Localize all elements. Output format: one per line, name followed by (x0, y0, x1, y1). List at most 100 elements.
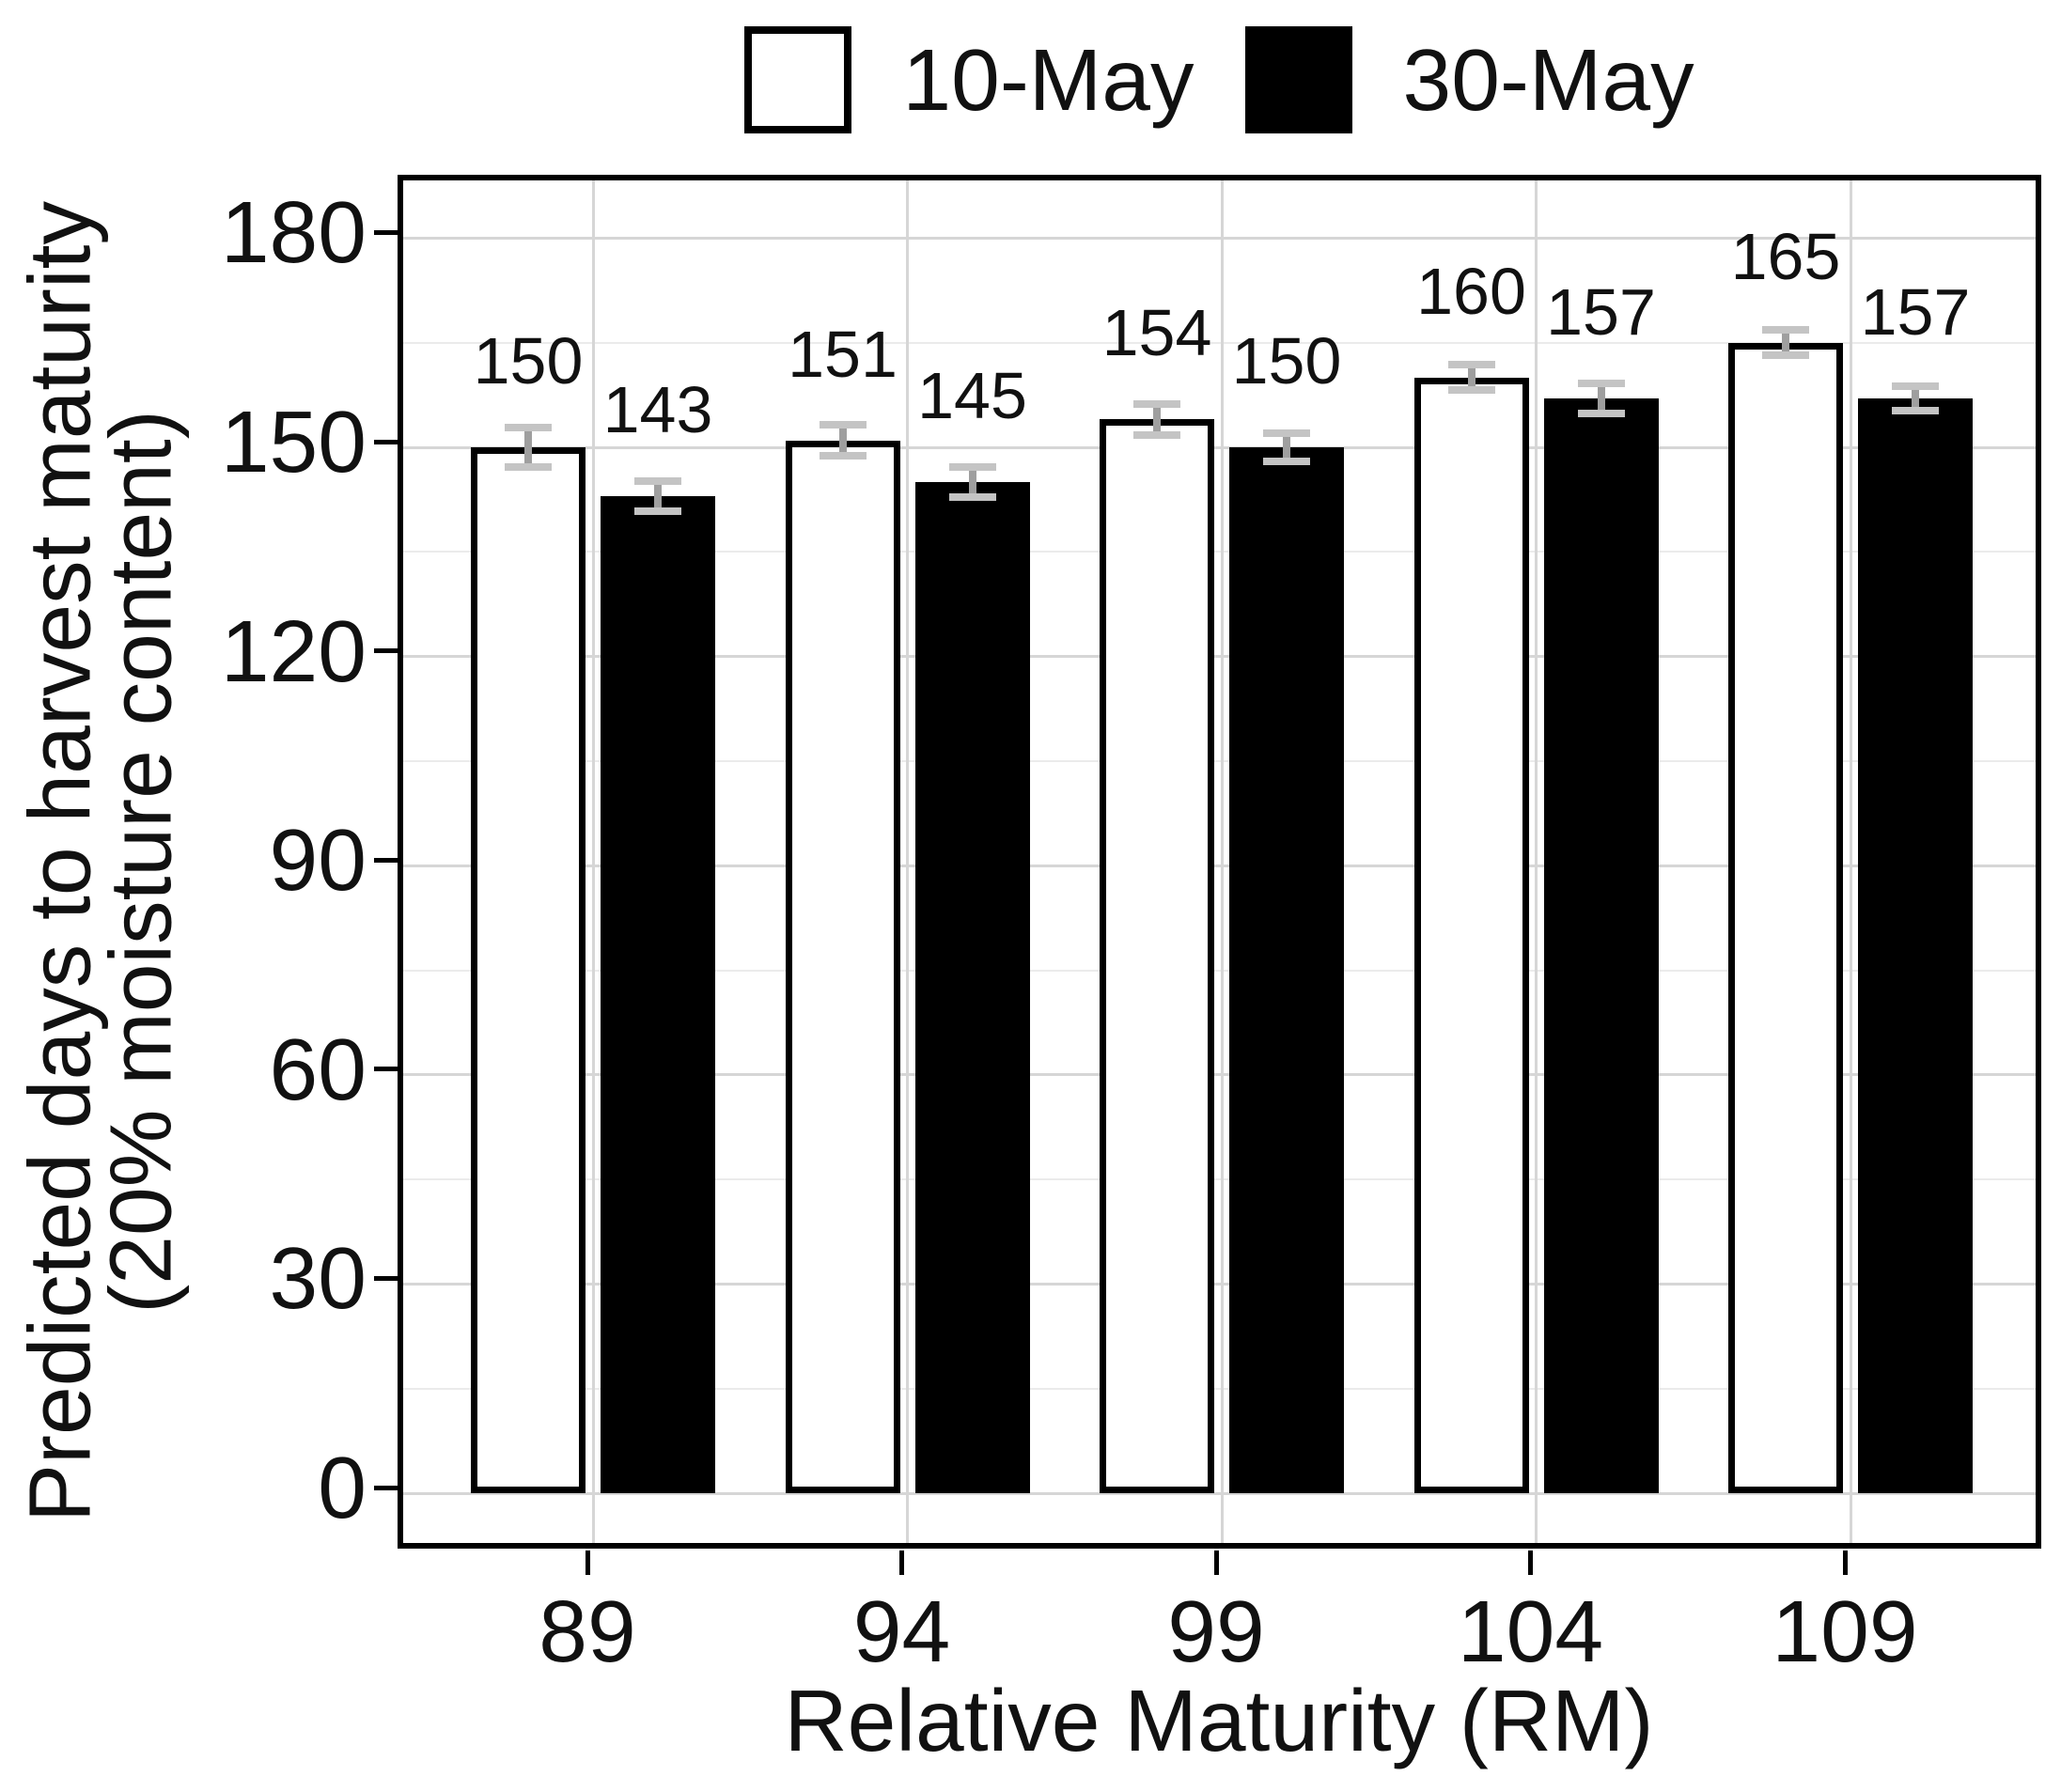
x-tick-label: 89 (539, 1582, 636, 1680)
error-bar-cap (1577, 379, 1625, 387)
legend-item: 10-May (744, 26, 1194, 133)
legend-label: 30-May (1402, 30, 1694, 129)
gridline-major-horizontal (403, 445, 2036, 449)
gridline-minor-horizontal (403, 969, 2036, 972)
x-tick-label: 109 (1772, 1582, 1918, 1680)
error-bar-cap (634, 476, 681, 485)
error-bar-cap (505, 462, 552, 471)
error-bar-cap (505, 424, 552, 432)
y-tick-mark (374, 1485, 398, 1490)
gridline-minor-horizontal (403, 551, 2036, 553)
x-tick-mark (899, 1550, 904, 1575)
y-tick-mark (374, 857, 398, 863)
bar-value-label: 151 (788, 317, 898, 391)
error-bar-cap (1133, 430, 1180, 439)
gridline-minor-horizontal (403, 1178, 2036, 1181)
error-bar-cap (1133, 399, 1180, 408)
gridline-major-vertical (591, 180, 595, 1543)
bar-value-label: 154 (1101, 296, 1212, 370)
y-tick-label: 180 (220, 183, 367, 282)
error-bar-stem (524, 428, 532, 467)
error-bar-cap (1892, 407, 1939, 415)
y-tick-mark (374, 648, 398, 654)
gridline-major-horizontal (403, 1491, 2036, 1495)
y-tick-label: 120 (220, 601, 367, 700)
y-tick-label: 0 (318, 1439, 367, 1536)
gridline-major-horizontal (403, 655, 2036, 659)
gridline-major-vertical (1220, 180, 1224, 1543)
error-bar-cap (1577, 410, 1625, 418)
gridline-minor-horizontal (403, 759, 2036, 762)
error-bar-cap (1263, 457, 1310, 465)
gridline-major-vertical (1849, 180, 1852, 1543)
bar-10-may-99 (1100, 419, 1214, 1493)
error-bar-cap (948, 462, 996, 471)
gridline-minor-horizontal (403, 341, 2036, 344)
bar-30-may-94 (914, 482, 1030, 1493)
x-tick-label: 94 (852, 1582, 951, 1680)
error-bar-stem (654, 480, 662, 512)
x-tick-label: 104 (1457, 1582, 1604, 1680)
bar-value-label: 150 (1231, 324, 1342, 397)
legend: 10-May 30-May (398, 23, 2041, 136)
y-tick-mark (374, 439, 398, 444)
y-tick-mark (374, 229, 398, 235)
error-bar-cap (1892, 382, 1939, 390)
x-axis-title: Relative Maturity (RM) (784, 1672, 1654, 1769)
error-bar-cap (819, 421, 867, 429)
bar-value-label: 157 (1860, 275, 1971, 350)
bar-10-may-89 (471, 447, 586, 1493)
error-bar-stem (838, 425, 847, 456)
error-bar-cap (1447, 386, 1495, 395)
bar-value-label: 143 (602, 372, 713, 446)
error-bar-stem (1153, 403, 1161, 435)
x-tick-mark (1528, 1550, 1533, 1575)
gridline-major-horizontal (403, 1073, 2036, 1077)
gridline-major-horizontal (403, 1282, 2036, 1286)
y-tick-label: 60 (269, 1020, 367, 1118)
error-bar-stem (1283, 433, 1290, 461)
y-tick-mark (374, 1275, 398, 1281)
bar-10-may-104 (1413, 377, 1529, 1493)
gridline-minor-horizontal (403, 1387, 2036, 1390)
error-bar-cap (819, 451, 867, 460)
bar-10-may-109 (1728, 342, 1843, 1493)
gridline-major-horizontal (403, 236, 2036, 240)
x-tick-label: 99 (1167, 1582, 1265, 1680)
bar-value-label: 145 (917, 359, 1027, 433)
y-tick-label: 90 (269, 811, 367, 910)
error-bar-cap (948, 493, 996, 502)
legend-item: 30-May (1244, 26, 1694, 133)
error-bar-cap (1762, 351, 1809, 360)
bar-30-may-99 (1229, 447, 1344, 1493)
legend-swatch-30-may (1244, 26, 1352, 133)
gridline-major-vertical (906, 180, 909, 1543)
bar-10-may-94 (785, 440, 900, 1493)
bar-30-may-109 (1858, 398, 1973, 1493)
error-bar-stem (1782, 330, 1789, 356)
gridline-major-vertical (1535, 180, 1538, 1543)
bar-value-label: 160 (1416, 254, 1526, 328)
x-tick-mark (1213, 1550, 1219, 1575)
error-bar-cap (1263, 429, 1310, 438)
bar-value-label: 157 (1546, 275, 1656, 350)
error-bar-cap (1447, 361, 1495, 369)
bar-30-may-104 (1543, 398, 1659, 1493)
plot-panel: 150 151 154 160 165 143 145 150 157 157 (398, 175, 2041, 1549)
error-bar-cap (1762, 326, 1809, 335)
y-tick-label: 150 (220, 393, 367, 491)
error-bar-stem (968, 466, 976, 498)
error-bar-cap (634, 507, 681, 516)
error-bar-stem (1597, 382, 1605, 414)
y-tick-mark (374, 1067, 398, 1072)
legend-label: 10-May (902, 30, 1194, 129)
bar-value-label: 165 (1730, 219, 1841, 293)
x-tick-mark (585, 1550, 590, 1575)
error-bar-stem (1467, 365, 1475, 391)
bar-30-may-89 (601, 495, 715, 1493)
legend-swatch-10-may (744, 26, 852, 133)
y-tick-label: 30 (269, 1229, 367, 1328)
x-tick-mark (1842, 1550, 1848, 1575)
gridline-major-horizontal (403, 864, 2036, 867)
